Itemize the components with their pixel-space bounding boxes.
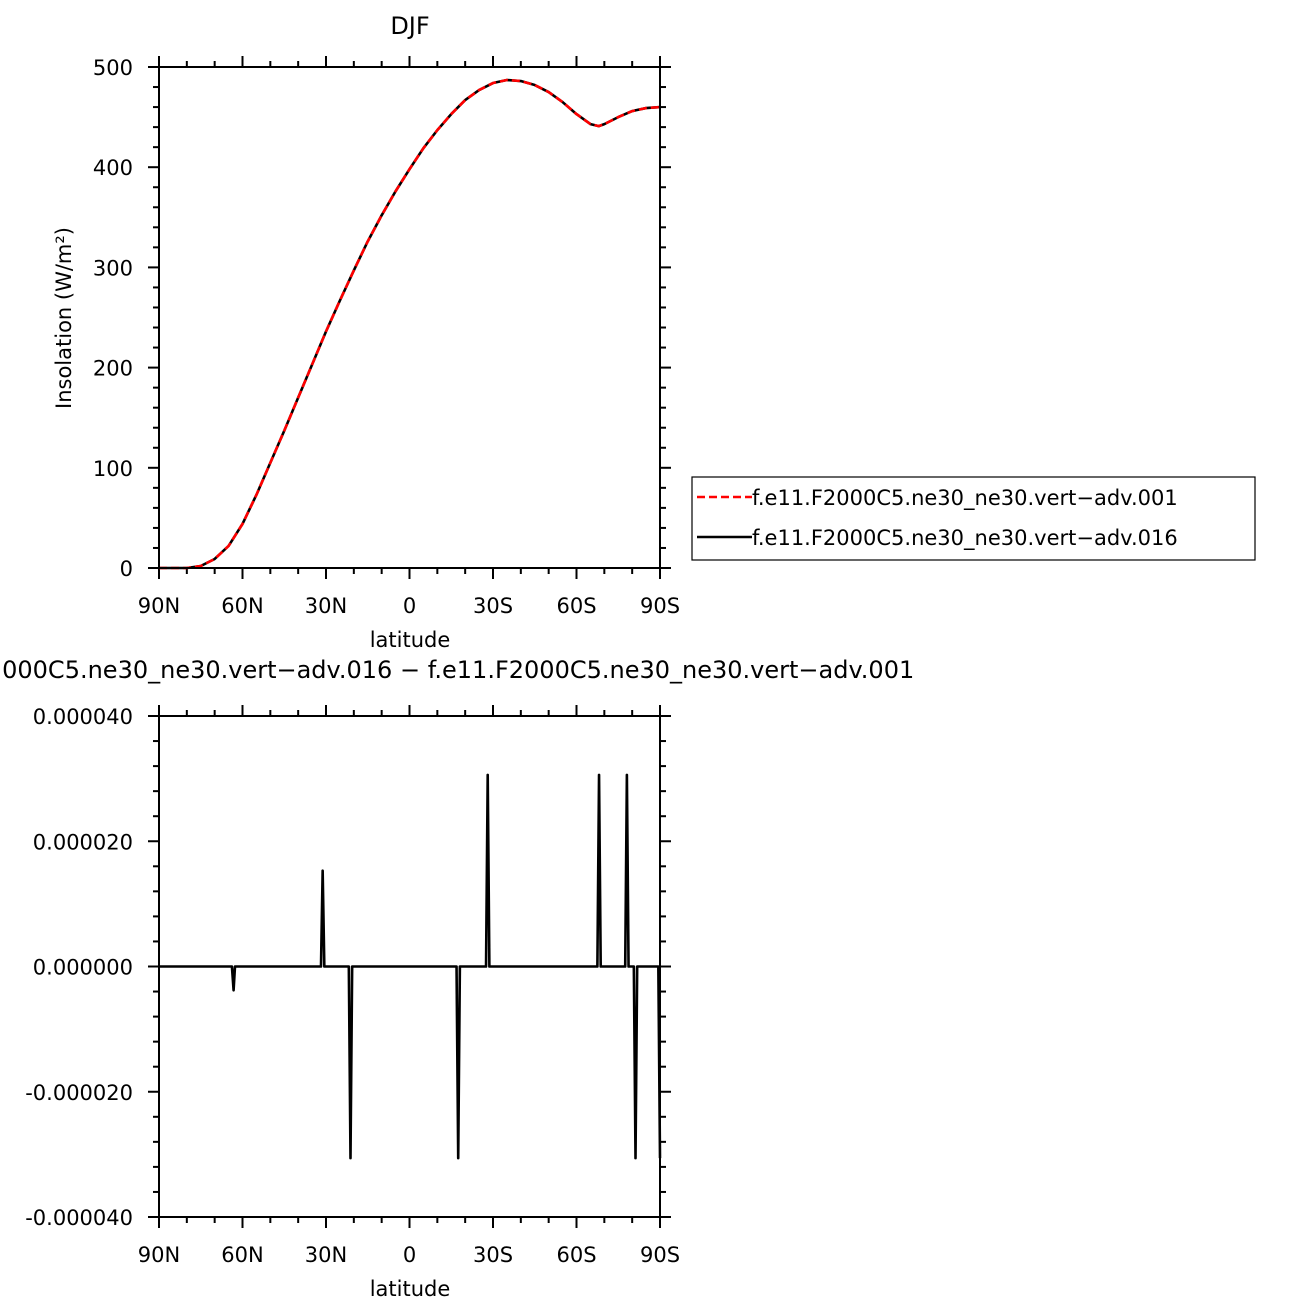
- x-tick-label: 90S: [640, 594, 680, 618]
- top-tick-marks: [148, 56, 671, 579]
- y-tick-label: 0.000040: [33, 705, 133, 729]
- bottom-title: f.e11.F2000C5.ne30_ne30.vert−adv.016 − f…: [0, 656, 914, 684]
- legend-box: [691, 476, 1256, 561]
- x-tick-label: 0: [403, 1243, 416, 1267]
- top-x-tick-labels: 90N 60N 30N 0 30S 60S 90S: [138, 594, 680, 618]
- bottom-panel: f.e11.F2000C5.ne30_ne30.vert−adv.016 − f…: [0, 656, 914, 1301]
- top-y-tick-labels: 0 100 200 300 400 500: [93, 56, 133, 581]
- top-panel: DJF 90N 60N 30N 0 30S 60S 90S 0 100 200 300 400 500…: [52, 12, 680, 652]
- y-tick-label: -0.000020: [25, 1081, 133, 1105]
- x-tick-label: 90S: [640, 1243, 680, 1267]
- x-tick-label: 30S: [473, 594, 513, 618]
- series-line-1: [159, 78, 661, 570]
- y-tick-label: 400: [93, 156, 133, 180]
- x-tick-label: 30S: [473, 1243, 513, 1267]
- y-tick-label: 0.000000: [33, 956, 133, 980]
- y-tick-label: 100: [93, 457, 133, 481]
- x-tick-label: 60S: [556, 594, 596, 618]
- x-tick-label: 60S: [556, 1243, 596, 1267]
- top-x-axis-label: latitude: [370, 628, 451, 652]
- legend-label-016: f.e11.F2000C5.ne30_ne30.vert−adv.016: [752, 526, 1178, 551]
- y-tick-label: 0.000020: [33, 830, 133, 854]
- bottom-plot-frame: [158, 715, 661, 1218]
- legend-label-001: f.e11.F2000C5.ne30_ne30.vert−adv.001: [752, 486, 1178, 511]
- y-tick-label: 500: [93, 56, 133, 80]
- x-tick-label: 30N: [305, 1243, 347, 1267]
- y-tick-label: 300: [93, 256, 133, 280]
- bottom-y-tick-labels: -0.000040 -0.000020 0.000000 0.000020 0.0000…: [25, 705, 133, 1230]
- legend: f.e11.F2000C5.ne30_ne30.vert−adv.001 f.e…: [691, 476, 1256, 561]
- x-tick-label: 0: [403, 594, 416, 618]
- x-tick-label: 60N: [221, 1243, 263, 1267]
- bottom-x-axis-label: latitude: [370, 1277, 451, 1301]
- top-title: DJF: [390, 12, 429, 40]
- y-tick-label: 0: [120, 557, 133, 581]
- top-series-lines: [159, 78, 661, 570]
- series-line-0: [159, 773, 662, 1160]
- top-y-axis-label: Insolation (W/m²): [52, 227, 76, 409]
- bottom-x-tick-labels: 90N 60N 30N 0 30S 60S 90S: [138, 1243, 680, 1267]
- y-tick-label: 200: [93, 357, 133, 381]
- x-tick-label: 60N: [221, 594, 263, 618]
- x-tick-label: 90N: [138, 1243, 180, 1267]
- x-tick-label: 30N: [305, 594, 347, 618]
- bottom-series-line: [159, 773, 662, 1160]
- y-tick-label: -0.000040: [25, 1206, 133, 1230]
- x-tick-label: 90N: [138, 594, 180, 618]
- series-line-0: [159, 78, 661, 570]
- top-plot-frame: [158, 66, 661, 569]
